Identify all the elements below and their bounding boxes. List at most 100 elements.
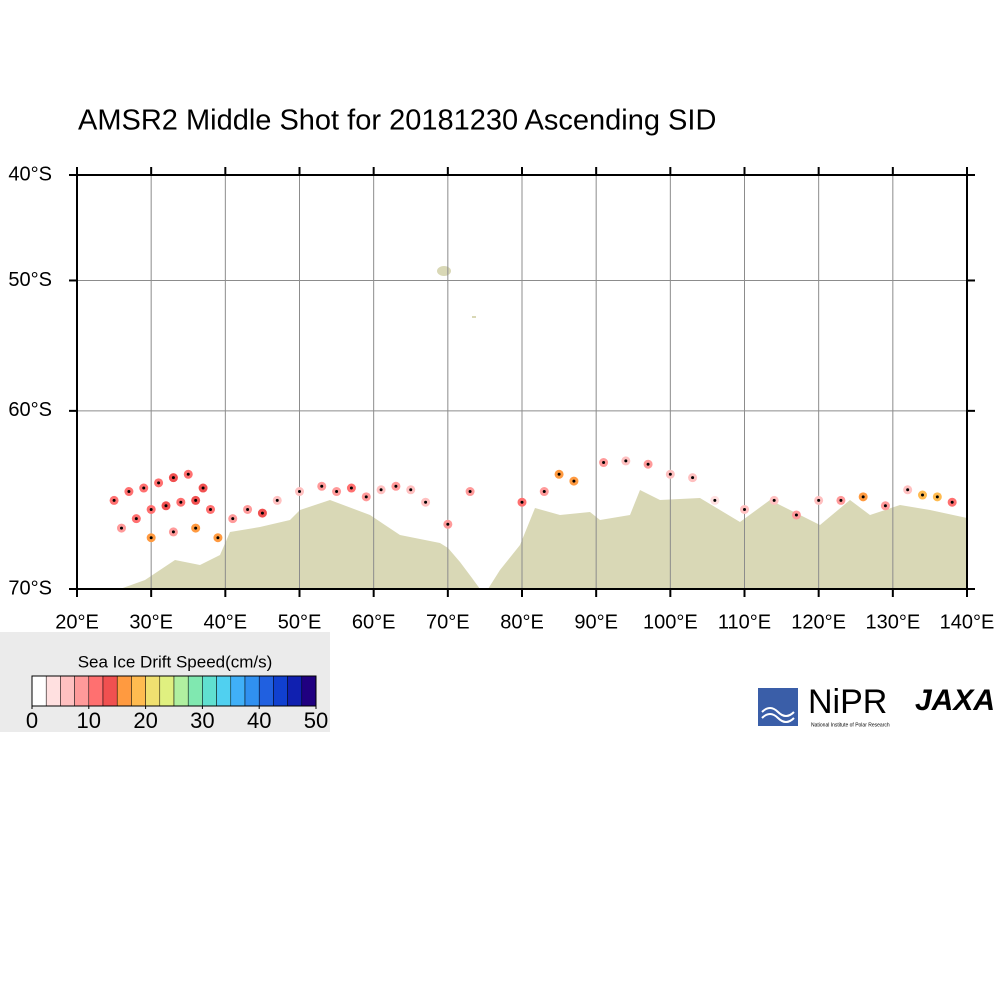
colorbar-swatch	[145, 675, 161, 707]
colorbar-swatch	[102, 675, 118, 707]
colorbar-tick-label: 20	[133, 708, 157, 733]
colorbar-swatch	[60, 675, 75, 707]
drift-center	[349, 486, 353, 490]
drift-center	[446, 522, 450, 526]
drift-center	[201, 486, 205, 490]
drift-center	[275, 498, 279, 502]
drift-center	[142, 486, 146, 490]
drift-center	[409, 488, 413, 492]
drift-center	[112, 498, 116, 502]
colorbar-tick-label: 50	[304, 708, 328, 733]
colorbar-swatch	[74, 675, 90, 707]
colorbar-swatch	[230, 675, 246, 707]
drift-center	[668, 472, 672, 476]
drift-center	[906, 488, 910, 492]
drift-center	[246, 507, 250, 511]
nipr-logo: NiPR National Institute of Polar Researc…	[758, 683, 890, 728]
drift-center	[186, 472, 190, 476]
drift-center	[794, 513, 798, 517]
x-tick-label: 130°E	[865, 611, 920, 633]
drift-center	[127, 490, 131, 494]
drift-center	[624, 459, 628, 463]
jaxa-logo: JAXA	[915, 684, 995, 717]
drift-center	[557, 472, 561, 476]
colorbar-swatch	[301, 675, 317, 707]
island	[472, 316, 476, 318]
drift-center	[260, 511, 264, 515]
colorbar-tick-label: 40	[247, 708, 271, 733]
drift-center	[921, 493, 924, 497]
x-tick-label: 80°E	[500, 611, 544, 633]
drift-center	[839, 498, 843, 502]
drift-center	[691, 476, 695, 480]
drift-center	[646, 462, 650, 466]
y-tick-label: 50°S	[8, 269, 52, 291]
x-tick-label: 30°E	[129, 611, 173, 633]
x-tick-label: 90°E	[574, 611, 618, 633]
drift-center	[164, 504, 168, 508]
drift-center	[231, 517, 235, 521]
x-tick-label: 60°E	[352, 611, 396, 633]
drift-center	[149, 536, 153, 540]
drift-center	[298, 490, 301, 494]
x-tick-label: 140°E	[940, 611, 995, 633]
colorbar-swatch	[273, 675, 288, 707]
drift-center	[520, 500, 524, 504]
colorbar-tick-label: 0	[26, 708, 38, 733]
y-tick-label: 40°S	[8, 163, 52, 185]
nipr-text: NiPR	[808, 683, 887, 721]
x-tick-label: 20°E	[55, 611, 99, 633]
drift-center	[320, 484, 324, 488]
drift-center	[468, 490, 472, 494]
colorbar-swatch	[216, 675, 232, 707]
drift-center	[171, 530, 175, 534]
colorbar-tick-label: 30	[190, 708, 214, 733]
colorbar-swatch	[244, 675, 260, 707]
colorbar-frame	[31, 675, 317, 707]
drift-center	[216, 536, 220, 540]
drift-center	[379, 488, 383, 492]
drift-center	[394, 484, 398, 488]
drift-center	[935, 495, 939, 499]
x-tick-label: 110°E	[718, 611, 771, 633]
colorbar-swatch	[173, 675, 189, 707]
x-tick-label: 70°E	[426, 611, 470, 633]
land	[120, 490, 967, 589]
drift-center	[120, 526, 123, 530]
x-tick-label: 100°E	[643, 611, 698, 633]
y-tick-label: 70°S	[8, 577, 52, 599]
colorbar-swatch	[88, 675, 104, 707]
island	[437, 266, 451, 276]
drift-center	[335, 490, 339, 494]
map-frame	[76, 174, 968, 590]
colorbar-swatch	[187, 675, 203, 707]
x-tick-label: 120°E	[791, 611, 846, 633]
drift-center	[179, 500, 183, 504]
drift-center	[542, 490, 546, 494]
drift-center	[772, 498, 776, 502]
x-tick-label: 40°E	[204, 611, 248, 633]
drift-center	[157, 481, 161, 485]
drift-center	[572, 479, 576, 483]
drift-center	[424, 500, 428, 504]
x-tick-label: 50°E	[278, 611, 322, 633]
colorbar-swatch	[258, 675, 274, 707]
drift-center	[861, 495, 865, 499]
colorbar-swatch	[202, 675, 217, 707]
colorbar-tick-label: 10	[77, 708, 101, 733]
y-tick-label: 60°S	[8, 399, 52, 421]
colorbar-swatch	[45, 675, 61, 707]
drift-center	[950, 500, 954, 504]
drift-center	[194, 526, 198, 530]
colorbar-swatch	[31, 675, 47, 707]
colorbar-swatch	[131, 675, 146, 707]
drift-center	[817, 498, 821, 502]
drift-center	[364, 495, 368, 499]
drift-center	[883, 504, 887, 508]
drift-center	[194, 498, 198, 502]
drift-center	[602, 461, 606, 465]
colorbar-label: Sea Ice Drift Speed(cm/s)	[78, 652, 273, 671]
drift-center	[171, 476, 175, 480]
